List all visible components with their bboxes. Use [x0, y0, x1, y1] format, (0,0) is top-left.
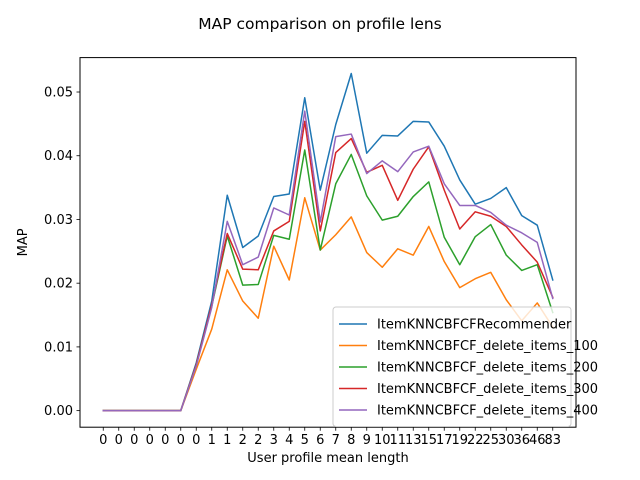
x-tick-label: 0 [161, 433, 169, 448]
x-tick-label: 15 [420, 433, 437, 448]
y-tick-label: 0.03 [44, 213, 73, 228]
x-tick-label: 1 [208, 433, 216, 448]
x-tick-label: 2 [239, 433, 247, 448]
x-tick-label: 7 [332, 433, 340, 448]
x-tick-label: 3 [270, 433, 278, 448]
x-tick-label: 30 [498, 433, 515, 448]
x-tick-label: 11 [389, 433, 406, 448]
y-tick-label: 0.04 [44, 149, 73, 164]
x-tick-label: 17 [436, 433, 453, 448]
x-tick-label: 46 [529, 433, 546, 448]
series-line-5 [102, 110, 554, 412]
x-tick-label: 2 [254, 433, 262, 448]
x-tick-label: 6 [316, 433, 324, 448]
legend-frame [332, 306, 572, 427]
x-tick-label: 36 [513, 433, 530, 448]
y-tick-label: 0.01 [44, 340, 73, 355]
plot-frame [79, 57, 577, 428]
x-tick-label: 4 [285, 433, 293, 448]
x-tick-label: 10 [374, 433, 391, 448]
legend: ItemKNNCBFCFRecommender ItemKNNCBFCF_dele… [332, 306, 598, 427]
x-tick-label: 0 [146, 433, 154, 448]
legend-label: ItemKNNCBFCFRecommender [377, 318, 572, 333]
x-tick-label: 0 [130, 433, 138, 448]
x-tick-label: 9 [363, 433, 371, 448]
x-tick-label: 0 [99, 433, 107, 448]
x-tick-label: 83 [544, 433, 561, 448]
x-tick-label: 8 [347, 433, 355, 448]
y-tick-label: 0.02 [44, 277, 73, 292]
series-lines [102, 72, 554, 412]
x-tick-label: 0 [177, 433, 185, 448]
legend-label: ItemKNNCBFCF_delete_items_200 [377, 361, 598, 376]
x-tick-label: 5 [301, 433, 309, 448]
legend-label: ItemKNNCBFCF_delete_items_400 [377, 404, 598, 419]
x-tick-label: 0 [115, 433, 123, 448]
y-axis-label: MAP [16, 228, 31, 256]
x-tick-label: 0 [192, 433, 200, 448]
x-tick-label: 22 [467, 433, 484, 448]
x-axis-ticks: 0 0 0 0 0 0 0 1 1 2 2 3 4 5 6 7 8 9 1011131517192225303646… [99, 427, 561, 448]
y-tick-label: 0.00 [44, 404, 73, 419]
x-tick-label: 13 [405, 433, 422, 448]
x-tick-label: 1 [223, 433, 231, 448]
y-tick-label: 0.05 [44, 86, 73, 101]
x-tick-label: 19 [451, 433, 468, 448]
legend-label: ItemKNNCBFCF_delete_items_100 [377, 339, 598, 354]
y-axis-ticks: 0.00 0.01 0.02 0.03 0.04 0.05 [44, 86, 80, 419]
legend-label: ItemKNNCBFCF_delete_items_300 [377, 382, 598, 397]
x-tick-label: 25 [482, 433, 499, 448]
x-axis-label: User profile mean length [247, 451, 408, 466]
chart-title: MAP comparison on profile lens [198, 15, 442, 33]
